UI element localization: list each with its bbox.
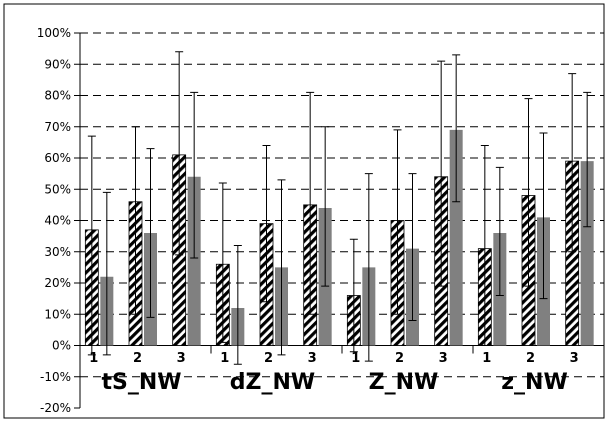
bar-gray: [580, 161, 594, 346]
x-subcategory-label: 2: [395, 351, 404, 366]
chart-border: [3, 3, 605, 419]
x-group-label: dZ_NW: [230, 370, 315, 395]
bar-gray: [449, 129, 463, 346]
y-tick-label: 30%: [44, 245, 71, 259]
x-subcategory-label: 1: [89, 351, 98, 366]
y-tick-label: 80%: [44, 89, 71, 103]
y-tick-label: 0%: [52, 339, 71, 353]
y-tick-label: 90%: [44, 57, 71, 71]
x-subcategory-label: 1: [482, 351, 491, 366]
x-subcategory-label: 3: [570, 351, 579, 366]
x-subcategory-label: 2: [526, 351, 535, 366]
y-tick-label: 70%: [44, 120, 71, 134]
y-tick-label: 10%: [44, 307, 71, 321]
y-tick-label: 20%: [44, 276, 71, 290]
y-tick-label: 100%: [37, 26, 71, 40]
x-subcategory-label: 3: [177, 351, 186, 366]
bar-gray: [187, 176, 201, 346]
x-group-label: z_NW: [501, 370, 567, 395]
x-subcategory-label: 3: [308, 351, 317, 366]
x-subcategory-label: 1: [220, 351, 229, 366]
x-group-label: tS_NW: [101, 370, 181, 395]
x-subcategory-label: 1: [351, 351, 360, 366]
x-group-label: Z_NW: [369, 370, 439, 395]
y-tick-label: -20%: [40, 401, 71, 415]
y-tick-label: -10%: [40, 370, 71, 384]
x-subcategory-label: 2: [133, 351, 142, 366]
y-tick-label: 50%: [44, 182, 71, 196]
y-tick-label: 40%: [44, 214, 71, 228]
x-subcategory-label: 2: [264, 351, 273, 366]
x-subcategory-label: 3: [439, 351, 448, 366]
y-tick-label: 60%: [44, 151, 71, 165]
